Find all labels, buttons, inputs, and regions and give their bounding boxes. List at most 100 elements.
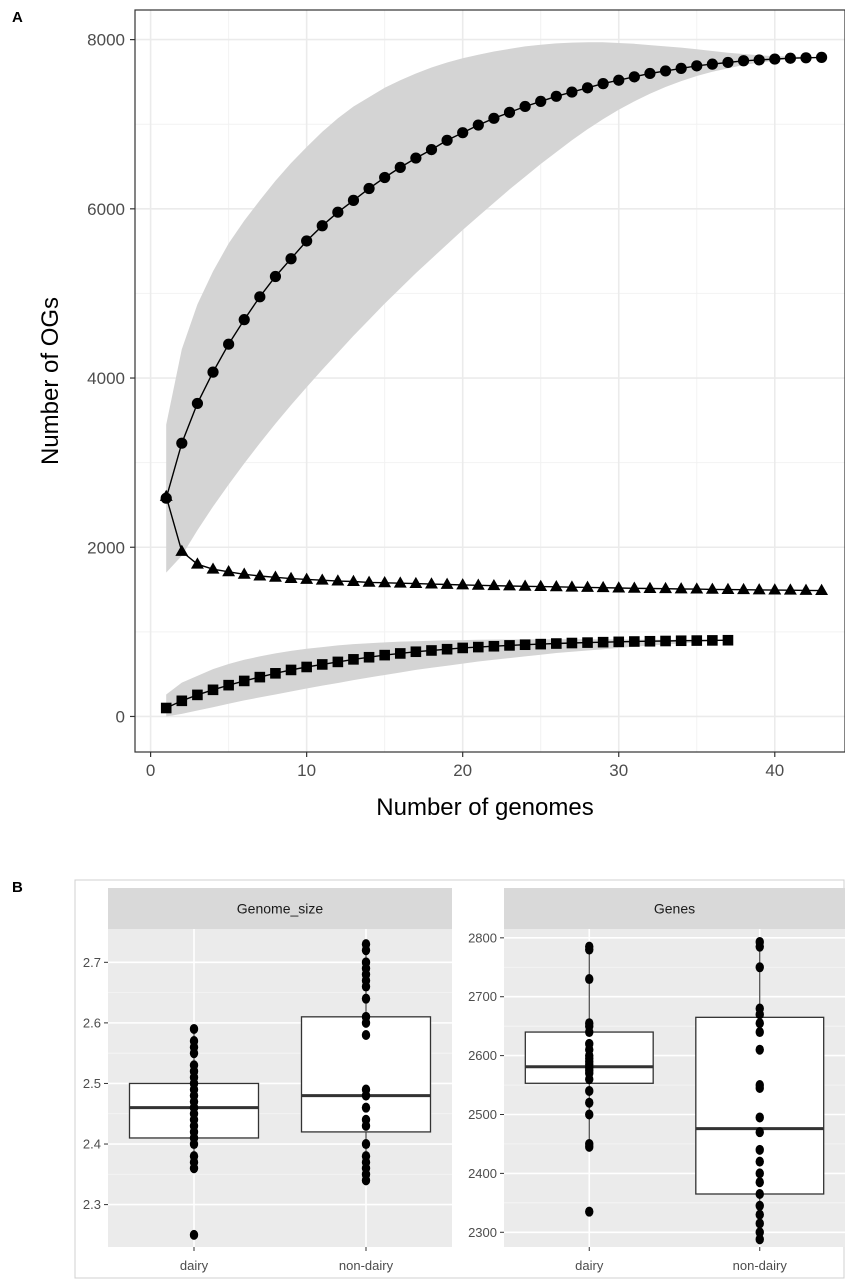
data-point-square: [379, 649, 390, 661]
x-tick-label: non-dairy: [339, 1258, 394, 1273]
data-point-circle: [472, 119, 484, 131]
data-point: [755, 1168, 764, 1179]
data-point-circle: [363, 182, 375, 195]
data-point-square: [613, 636, 625, 648]
data-point-triangle: [347, 574, 360, 586]
data-point-circle: [550, 90, 562, 102]
data-point-circle: [722, 56, 734, 69]
data-point-circle: [644, 67, 656, 80]
data-point: [755, 1018, 764, 1029]
data-point-circle: [285, 253, 297, 265]
data-point: [585, 1206, 594, 1217]
y-tick-label: 2.5: [83, 1076, 101, 1091]
data-point-circle: [269, 270, 282, 283]
data-point-circle: [581, 82, 594, 94]
data-point-square: [426, 645, 437, 656]
data-point-circle: [316, 220, 328, 232]
data-point-square: [597, 636, 609, 648]
x-tick-label: non-dairy: [733, 1258, 788, 1273]
data-point-triangle: [378, 575, 392, 588]
data-point: [585, 1018, 594, 1029]
data-point: [755, 962, 764, 973]
data-point-square: [566, 637, 578, 649]
data-point: [189, 1036, 199, 1047]
data-point-triangle: [705, 582, 719, 594]
data-point-circle: [191, 397, 204, 410]
data-point-square: [504, 640, 515, 651]
data-point-circle: [800, 52, 812, 64]
data-point-square: [270, 668, 281, 679]
data-point: [189, 1023, 199, 1034]
data-point: [755, 1027, 764, 1038]
x-tick-label: 10: [297, 761, 316, 780]
data-point-square: [535, 638, 547, 650]
confidence-band-circle: [166, 42, 822, 573]
x-tick-label: 0: [146, 761, 155, 780]
data-point: [585, 1085, 594, 1096]
data-point-triangle: [534, 579, 548, 592]
y-tick-label: 6000: [87, 200, 125, 219]
facet-genes: Genes 2300 2400 2500 2600 2700 2800 dairy non-da…: [468, 888, 845, 1273]
data-point-square: [160, 702, 172, 714]
data-point-triangle: [815, 583, 829, 595]
panel-border: [134, 9, 845, 753]
data-point: [585, 1109, 594, 1120]
data-point-circle: [659, 65, 672, 77]
data-point-circle: [238, 314, 250, 326]
data-point-triangle: [362, 575, 376, 587]
data-point: [755, 1127, 764, 1138]
data-point-circle: [176, 437, 188, 449]
facet-strip: [108, 888, 452, 929]
data-point: [585, 1097, 594, 1108]
panel-b-label: B: [12, 879, 23, 896]
y-tick-label: 8000: [87, 31, 125, 50]
y-tick-label: 2800: [468, 930, 497, 945]
data-point-triangle: [331, 574, 345, 586]
y-tick-label: 2.7: [83, 955, 101, 970]
y-tick-label: 2600: [468, 1048, 497, 1063]
data-point-triangle: [612, 581, 626, 593]
data-point: [189, 1060, 199, 1071]
data-point: [755, 1112, 764, 1123]
data-point-square: [722, 634, 734, 646]
data-point-square: [629, 636, 640, 647]
data-point: [755, 1080, 764, 1091]
y-tick-label: 2300: [468, 1225, 497, 1240]
data-point: [361, 957, 371, 968]
data-point-square: [457, 642, 468, 654]
data-point-triangle: [643, 581, 657, 593]
data-point-circle: [347, 194, 360, 206]
data-point-triangle: [768, 583, 782, 595]
data-point-square: [285, 664, 297, 676]
data-point-triangle: [268, 570, 282, 582]
data-point-triangle: [315, 573, 329, 585]
data-point-triangle: [487, 578, 501, 591]
data-point-triangle: [752, 583, 766, 595]
data-point: [361, 939, 371, 950]
panel-a-label: A: [12, 9, 23, 26]
data-point-square: [582, 637, 593, 648]
data-point-square: [707, 635, 718, 646]
data-point: [755, 1209, 764, 1220]
data-point-square: [644, 635, 656, 647]
data-point: [585, 1138, 594, 1149]
data-point: [755, 1044, 764, 1055]
x-tick-label: 20: [453, 761, 472, 780]
data-point-triangle: [190, 557, 204, 569]
data-point-circle: [207, 366, 219, 378]
y-axis-title: Number of OGs: [37, 297, 64, 465]
data-point-square: [332, 656, 344, 668]
data-point-circle: [691, 60, 703, 72]
data-point: [361, 1151, 371, 1162]
data-point-triangle: [159, 489, 173, 501]
data-point-square: [410, 646, 422, 658]
facet-strip: [504, 888, 845, 929]
data-point-circle: [784, 52, 796, 64]
y-tick-label: 2000: [87, 538, 125, 557]
data-point-triangle: [659, 581, 673, 594]
data-point: [755, 1177, 764, 1188]
data-point-square: [394, 648, 406, 659]
x-tick-label: 40: [765, 761, 784, 780]
data-point: [189, 1229, 199, 1240]
data-point-circle: [613, 74, 625, 86]
